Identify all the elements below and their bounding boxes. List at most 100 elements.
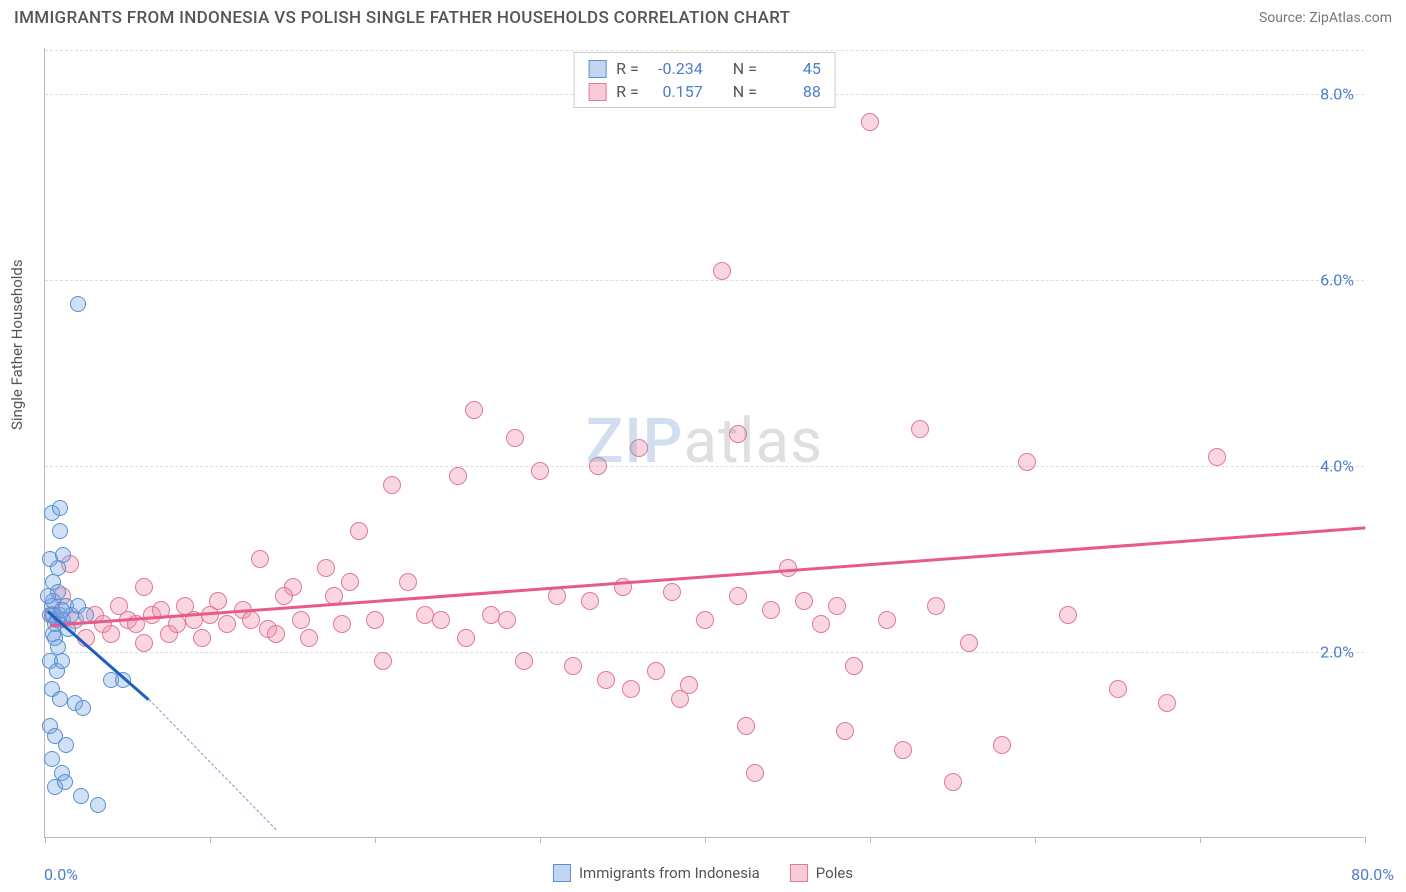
data-point [55,547,71,563]
source-label: Source: ZipAtlas.com [1259,10,1392,26]
data-point [506,429,524,447]
x-min-label: 0.0% [44,865,78,884]
data-point [845,657,863,675]
y-tick-label: 8.0% [1320,85,1354,104]
data-point [52,500,68,516]
x-tick [45,837,46,843]
data-point [1158,694,1176,712]
data-point [58,737,74,753]
data-point [102,625,120,643]
data-point [836,722,854,740]
data-point [812,615,830,633]
data-point [267,625,285,643]
data-point [135,578,153,596]
chart-header: IMMIGRANTS FROM INDONESIA VS POLISH SING… [0,0,1406,34]
scatter-chart-area: ZIPatlas R = -0.234 N = 45 R = 0.157 N =… [44,48,1364,838]
y-tick-label: 6.0% [1320,271,1354,290]
data-point [275,587,293,605]
data-point [993,736,1011,754]
data-point [193,629,211,647]
data-point [597,671,615,689]
data-point [52,523,68,539]
data-point [218,615,236,633]
data-point [40,588,56,604]
data-point [341,573,359,591]
data-point [168,615,186,633]
y-tick-label: 4.0% [1320,457,1354,476]
swatch-blue-icon [553,864,571,882]
data-point [54,653,70,669]
data-point [52,691,68,707]
data-point [515,652,533,670]
x-tick [1035,837,1036,843]
data-point [663,583,681,601]
chart-title: IMMIGRANTS FROM INDONESIA VS POLISH SING… [14,8,790,28]
x-tick [870,837,871,843]
data-point [50,560,66,576]
stats-row-blue: R = -0.234 N = 45 [588,57,821,80]
bottom-legend: Immigrants from Indonesia Poles [553,864,853,882]
data-point [465,401,483,419]
data-point [581,592,599,610]
gridline-h [45,466,1364,467]
data-point [878,611,896,629]
data-point [911,420,929,438]
data-point [44,751,60,767]
x-tick [1365,837,1366,843]
data-point [564,657,582,675]
data-point [622,680,640,698]
data-point [729,587,747,605]
data-point [1059,606,1077,624]
y-tick-label: 2.0% [1320,643,1354,662]
data-point [861,113,879,131]
x-tick [1200,837,1201,843]
data-point [498,611,516,629]
x-tick [540,837,541,843]
data-point [795,592,813,610]
data-point [374,652,392,670]
data-point [457,629,475,647]
swatch-blue [588,60,606,78]
data-point [300,629,318,647]
data-point [383,476,401,494]
data-point [399,573,417,591]
data-point [350,522,368,540]
x-tick [375,837,376,843]
data-point [828,597,846,615]
data-point [317,559,335,577]
data-point [251,550,269,568]
trend-line [149,699,277,830]
data-point [416,606,434,624]
data-point [90,797,106,813]
data-point [746,764,764,782]
data-point [209,592,227,610]
data-point [73,788,89,804]
data-point [647,662,665,680]
data-point [894,741,912,759]
gridline-h [45,280,1364,281]
data-point [432,611,450,629]
gridline-h [45,652,1364,653]
data-point [944,773,962,791]
legend-item-blue: Immigrants from Indonesia [553,864,760,882]
x-max-label: 80.0% [1351,865,1394,884]
data-point [1208,448,1226,466]
x-tick [210,837,211,843]
data-point [449,467,467,485]
data-point [960,634,978,652]
data-point [713,262,731,280]
legend-item-pink: Poles [790,864,853,882]
data-point [135,634,153,652]
stats-legend: R = -0.234 N = 45 R = 0.157 N = 88 [573,52,836,108]
data-point [630,439,648,457]
y-axis-label: Single Father Households [8,259,26,430]
stats-row-pink: R = 0.157 N = 88 [588,80,821,103]
data-point [242,611,260,629]
data-point [762,601,780,619]
data-point [1018,453,1036,471]
data-point [531,462,549,480]
x-tick [705,837,706,843]
data-point [75,700,91,716]
data-point [1109,680,1127,698]
data-point [680,676,698,694]
